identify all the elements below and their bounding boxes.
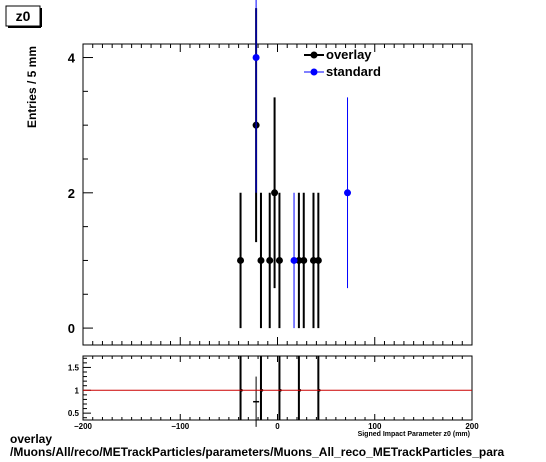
main-ytick-label: 4: [68, 51, 76, 66]
ratio-ytick-label: 1: [75, 386, 80, 395]
data-point-standard: [252, 54, 260, 62]
main-ytick-labels: 0 2 4: [68, 51, 76, 337]
main-axis-ticks: [82, 44, 473, 345]
main-ytick-label: 0: [68, 321, 75, 336]
ratio-plot-frame: [82, 355, 473, 421]
data-point-overlay: [300, 256, 308, 264]
ratio-xtick-labels: −200 −100 0 100 200: [74, 422, 479, 431]
data-point-standard: [344, 189, 352, 197]
ratio-xtick-label: −100: [171, 422, 190, 431]
legend-standard-marker: [310, 68, 318, 76]
data-point-overlay: [275, 256, 283, 264]
data-point-overlay: [266, 256, 274, 264]
legend-overlay-label: overlay: [326, 47, 372, 62]
data-point-standard: [290, 256, 298, 264]
data-point-overlay: [314, 256, 322, 264]
legend: overlay standard: [304, 47, 381, 79]
ratio-data-marks: [83, 356, 472, 427]
ratio-ytick-label: 1.5: [68, 363, 80, 372]
main-data-marks: [237, 0, 352, 329]
data-point-overlay: [295, 256, 303, 264]
footer-line-2: /Muons/All/reco/METrackParticles/paramet…: [10, 445, 505, 459]
legend-standard-label: standard: [326, 64, 381, 79]
ratio-xtick-label: −200: [74, 422, 93, 431]
footer-line-1: overlay: [10, 432, 53, 446]
ratio-xtick-label: 0: [275, 422, 280, 431]
ratio-xlabel: Signed Impact Parameter z0 (mm): [358, 431, 470, 438]
ratio-ytick-labels: 0.5 1 1.5: [68, 363, 80, 418]
data-point-overlay: [271, 189, 279, 197]
ratio-xtick-label: 100: [368, 422, 382, 431]
main-ylabel: Entries / 5 mm: [25, 46, 39, 128]
data-point-overlay: [237, 256, 245, 264]
data-point-overlay: [257, 256, 265, 264]
data-point-overlay: [309, 256, 317, 264]
ratio-ytick-label: 0.5: [68, 409, 80, 418]
ratio-xtick-label: 200: [465, 422, 479, 431]
legend-overlay-marker: [310, 51, 318, 59]
title-text: z0: [16, 8, 31, 24]
main-ytick-label: 2: [68, 186, 75, 201]
ratio-axis-ticks: [82, 356, 473, 420]
